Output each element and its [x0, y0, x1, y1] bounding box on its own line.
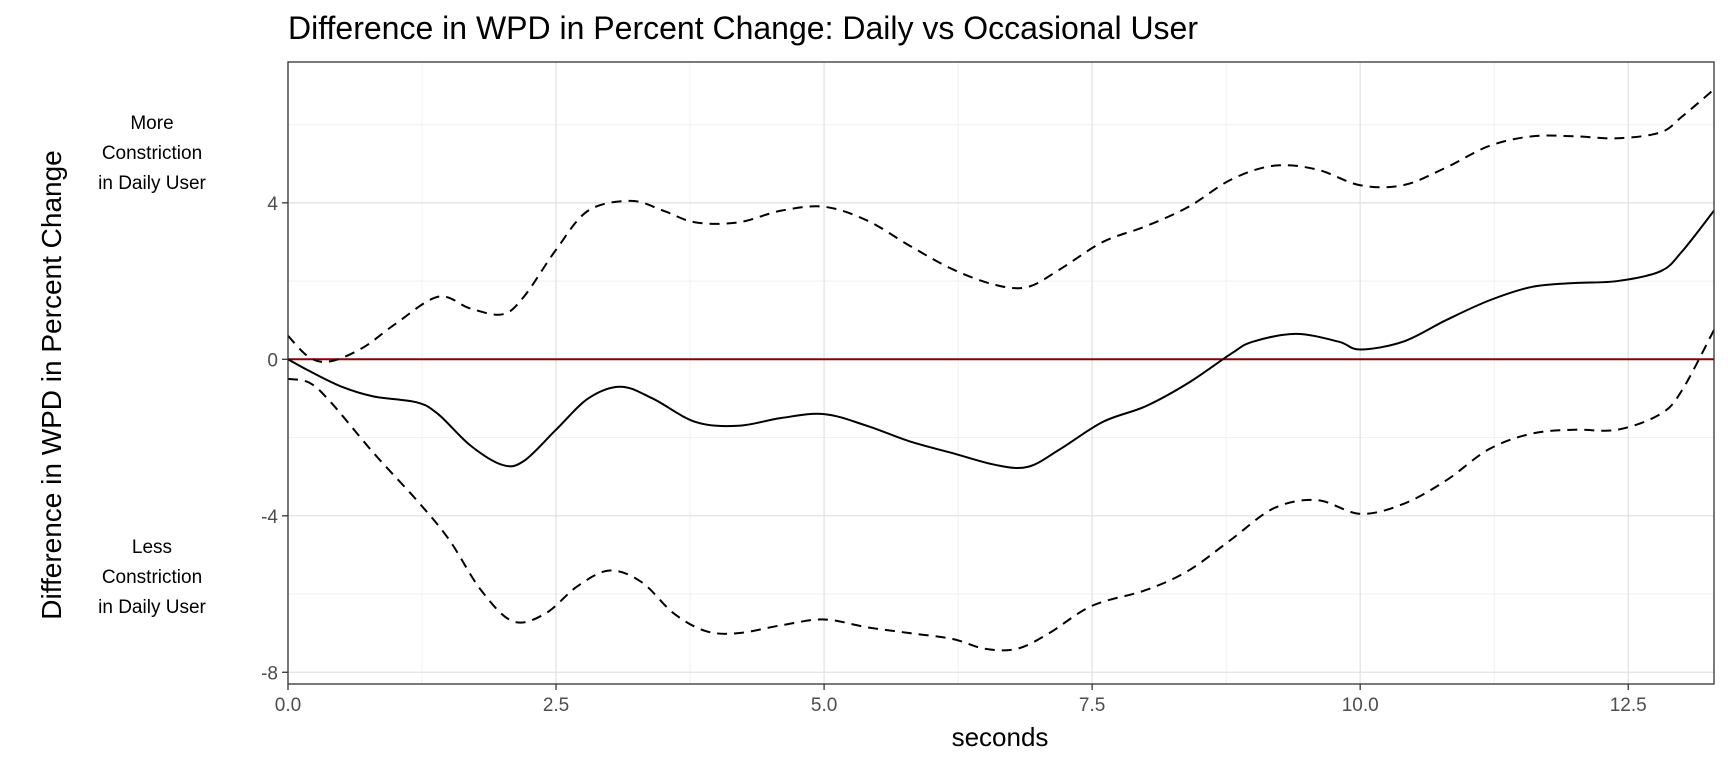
plot-border	[287, 61, 1715, 685]
x-tick-label: 10.0	[1342, 695, 1379, 716]
y-tick-label: 4	[267, 194, 278, 215]
x-tick-label: 2.5	[543, 695, 569, 716]
chart-title: Difference in WPD in Percent Change: Dai…	[288, 10, 1198, 46]
annotation-top-line-1: More	[130, 113, 174, 134]
y-tick-label: -4	[261, 507, 278, 528]
series-line-lower-bound	[288, 329, 1714, 652]
annotation-bottom-line-2: Constriction	[101, 567, 203, 588]
annotation-more-constriction: More Constriction in Daily User	[84, 109, 220, 199]
y-tick-label: -8	[261, 663, 278, 684]
x-tick-label: 0.0	[275, 695, 301, 716]
x-axis-label: seconds	[951, 722, 1049, 752]
y-tick-label: 0	[267, 350, 278, 371]
plot-panel	[288, 62, 1714, 684]
x-tick-label: 7.5	[1079, 695, 1105, 716]
x-tick-label: 12.5	[1610, 695, 1647, 716]
annotation-top-line-2: Constriction	[101, 143, 203, 164]
series-line-upper-bound	[288, 88, 1714, 363]
annotation-bottom-line-3: in Daily User	[98, 597, 206, 618]
x-tick-label: 5.0	[811, 695, 837, 716]
series-line-estimate	[288, 210, 1714, 470]
annotation-bottom-line-1: Less	[131, 537, 173, 558]
annotation-top-line-3: in Daily User	[98, 173, 206, 194]
annotation-less-constriction: Less Constriction in Daily User	[84, 533, 220, 623]
